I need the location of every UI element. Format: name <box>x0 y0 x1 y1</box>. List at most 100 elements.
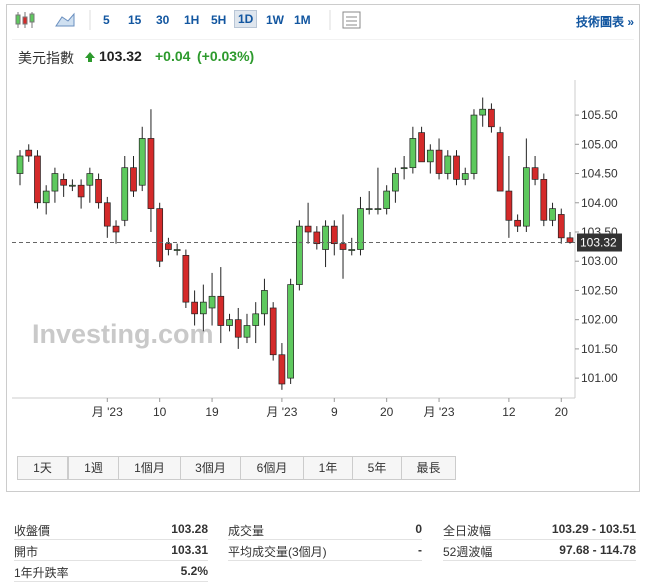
candle-body <box>234 319 242 338</box>
price: 103.32 <box>99 48 142 64</box>
stat-value: 97.68 - 114.78 <box>559 543 636 557</box>
stat-row-line <box>443 560 636 561</box>
candle-body <box>540 179 548 221</box>
candle-body <box>522 167 530 227</box>
candle-body <box>86 173 94 186</box>
candle-body <box>243 325 251 338</box>
period-button[interactable]: 1週 <box>68 456 119 480</box>
period-button[interactable]: 3個月 <box>180 456 241 480</box>
y-tick-label: 102.00 <box>581 313 618 327</box>
interval-button[interactable]: 5H <box>211 13 227 27</box>
candle-body <box>488 108 495 128</box>
candle-body <box>357 208 364 250</box>
candle-body <box>191 301 198 315</box>
interval-button[interactable]: 5 <box>103 13 110 27</box>
candle-body <box>199 301 207 315</box>
candle-body <box>147 138 155 209</box>
y-tick-label: 105.50 <box>581 108 618 122</box>
candle-body <box>42 190 50 204</box>
candle-body <box>278 354 286 385</box>
y-tick-label: 103.00 <box>581 254 618 268</box>
period-button[interactable]: 6個月 <box>240 456 304 480</box>
candle-body <box>392 173 399 192</box>
x-tick-label: 20 <box>380 405 394 419</box>
candle-body <box>313 231 321 245</box>
period-button[interactable]: 1年 <box>303 456 353 480</box>
widget <box>6 4 640 492</box>
candle-body <box>173 249 181 251</box>
stat-label: 1年升跌率 <box>14 566 69 580</box>
grid-icon[interactable] <box>342 11 361 29</box>
candle-body <box>121 167 129 221</box>
interval-button[interactable]: 1W <box>266 13 284 27</box>
candle-body <box>435 149 443 174</box>
y-tick-label: 104.00 <box>581 196 618 210</box>
candle-body <box>479 108 487 116</box>
candle-body <box>383 190 391 209</box>
candle-body <box>514 219 521 227</box>
candle-body <box>16 155 24 174</box>
candle-body <box>304 225 312 233</box>
candle-body <box>60 179 68 186</box>
stat-row-line <box>443 539 636 540</box>
watermark: Investing.com <box>32 319 214 349</box>
candle-body <box>409 138 417 169</box>
chart: Investing.com 101.00 101.50 102.00 102.50 10… <box>12 80 622 419</box>
candle-body <box>461 173 469 180</box>
stat-row-line <box>14 539 208 540</box>
candle-body <box>34 155 41 204</box>
y-tick-label: 104.50 <box>581 167 618 181</box>
candle-body <box>95 179 102 204</box>
x-tick-label: 月 '23 <box>266 405 297 419</box>
stat-label: 成交量 <box>228 524 265 538</box>
stat-value: 103.28 <box>171 522 208 536</box>
candle-body <box>330 225 338 245</box>
candle-body <box>322 225 329 250</box>
period-button[interactable]: 5年 <box>352 456 402 480</box>
area-icon[interactable] <box>55 12 75 27</box>
candle-body <box>557 214 565 239</box>
x-tick-label: 月 '23 <box>424 405 455 419</box>
y-tick-label: 102.50 <box>581 283 618 297</box>
candle-body <box>549 208 556 221</box>
candle-body <box>269 307 277 356</box>
candle-body <box>505 190 513 221</box>
candle-body <box>130 167 137 192</box>
candle-body <box>531 167 539 180</box>
stat-label: 全日波幅 <box>443 524 492 538</box>
stat-row-line <box>228 539 422 540</box>
candle-body <box>252 313 260 326</box>
interval-button[interactable]: 1H <box>184 13 200 27</box>
candle-body <box>156 208 164 262</box>
candle-body <box>426 149 434 163</box>
interval-button[interactable]: 1D <box>234 10 258 28</box>
period-button[interactable]: 1個月 <box>118 456 181 480</box>
candle-body <box>112 225 120 233</box>
interval-button[interactable]: 30 <box>156 13 170 27</box>
interval-button[interactable]: 15 <box>128 13 142 27</box>
last-price-box <box>577 233 622 252</box>
stat-value: 103.29 - 103.51 <box>551 522 636 536</box>
technical-chart-link[interactable]: 技術圖表 » <box>576 15 635 29</box>
candle-body <box>182 255 190 303</box>
candle-icon[interactable] <box>15 12 35 28</box>
candle-body <box>400 167 408 170</box>
candle-body <box>165 243 172 250</box>
candle-body <box>287 284 294 379</box>
candle-body <box>51 173 59 192</box>
y-tick-label: 101.50 <box>581 342 618 356</box>
stat-value: 103.31 <box>171 543 208 557</box>
candle-body <box>77 184 85 198</box>
period-button[interactable]: 最長 <box>401 456 456 480</box>
toolbar-icons <box>12 10 634 40</box>
stat-label: 平均成交量(3個月) <box>228 545 327 559</box>
interval-button[interactable]: 1M <box>294 13 311 27</box>
stat-value: 5.2% <box>180 564 208 578</box>
stat-value: - <box>418 543 422 557</box>
candle-body <box>103 202 111 227</box>
period-button[interactable]: 1天 <box>17 456 68 480</box>
stat-row-line <box>14 560 208 561</box>
stat-row-line <box>228 560 422 561</box>
y-tick-label: 105.00 <box>581 137 618 151</box>
stat-label: 收盤價 <box>14 524 51 538</box>
